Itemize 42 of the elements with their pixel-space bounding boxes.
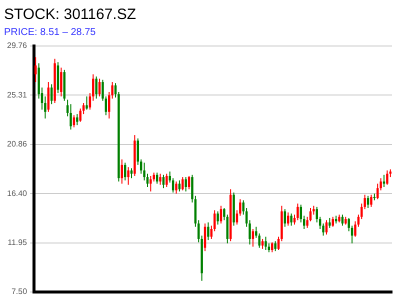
candlestick	[175, 180, 178, 194]
candlestick	[370, 194, 372, 208]
candlestick	[184, 176, 187, 192]
candlestick	[76, 114, 78, 126]
candlestick	[296, 203, 299, 221]
y-tick-label: 16.40	[6, 188, 28, 198]
chart-title: STOCK: 301167.SZ	[4, 6, 136, 24]
y-tick-label: 25.31	[6, 90, 28, 100]
candlestick	[178, 180, 181, 192]
candlestick	[252, 228, 254, 248]
candlestick	[264, 236, 267, 251]
candlestick	[216, 210, 219, 226]
candlestick	[271, 242, 274, 253]
candlestick	[261, 238, 264, 250]
candlestick	[188, 175, 190, 190]
y-tick-label: 29.76	[6, 41, 28, 50]
candlestick	[95, 76, 98, 100]
candlestick	[274, 240, 276, 252]
candlestick	[34, 56, 37, 83]
candlestick	[290, 213, 292, 226]
candlestick	[220, 205, 222, 224]
candlestick	[159, 173, 162, 186]
candlestick	[166, 173, 168, 188]
candlestick	[127, 166, 130, 186]
candlestick	[386, 170, 388, 186]
y-tick-label: 20.86	[6, 140, 28, 149]
candlestick	[328, 217, 331, 228]
candlestick	[130, 168, 133, 179]
candlestick	[150, 175, 152, 192]
candlestick	[325, 220, 328, 236]
candlestick	[207, 222, 210, 241]
candlestick	[50, 84, 53, 105]
chart-subtitle: PRICE: 8.51 – 28.75	[4, 26, 96, 38]
candlestick	[70, 104, 72, 130]
candlestick	[287, 212, 290, 226]
y-tick-label: 7.50	[11, 287, 28, 296]
y-tick-label: 11.95	[8, 238, 28, 248]
candlestick	[182, 176, 184, 191]
candlestick	[86, 96, 88, 110]
candlestick	[60, 67, 62, 97]
candlestick	[376, 183, 379, 200]
candlestick	[162, 174, 165, 189]
